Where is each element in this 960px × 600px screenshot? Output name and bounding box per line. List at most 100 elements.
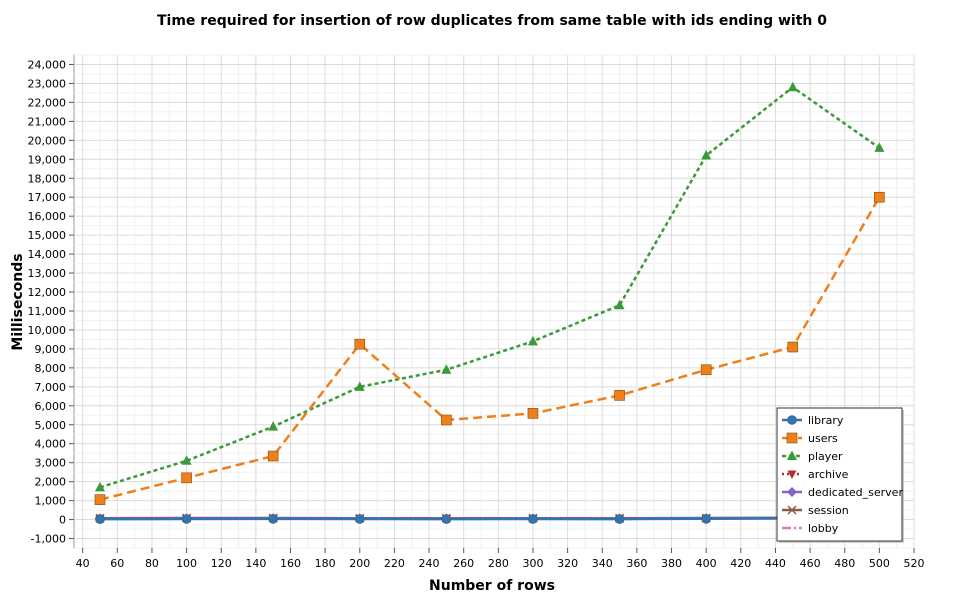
y-tick-label: 22,000	[28, 96, 67, 109]
y-tick-label: 3,000	[35, 457, 67, 470]
x-tick-label: 440	[765, 557, 786, 570]
series-line	[99, 516, 880, 521]
y-tick-label: 1,000	[35, 495, 67, 508]
x-tick-label: 240	[419, 557, 440, 570]
y-tick-label: 10,000	[28, 324, 67, 337]
legend-item-player: player	[782, 450, 843, 463]
data-point	[181, 472, 192, 484]
legend-item-library: library	[782, 414, 844, 427]
legend-marker	[787, 505, 797, 515]
data-point	[268, 421, 279, 431]
axes: 40 60 80 100 120 140 160 180 200 220 240 260 280 300 3…	[28, 58, 925, 570]
data-point	[181, 514, 192, 524]
legend-item-dedicated-server: dedicated_server	[782, 486, 903, 499]
y-tick-label: 23,000	[28, 77, 67, 90]
marker-stroke	[787, 505, 797, 515]
legend-label: lobby	[808, 522, 839, 535]
y-tick-label: 11,000	[28, 305, 67, 318]
data-point	[441, 364, 452, 374]
x-tick-label: 120	[211, 557, 232, 570]
chart-title: Time required for insertion of row dupli…	[157, 13, 827, 29]
y-tick-label: 16,000	[28, 210, 67, 223]
data-point	[441, 414, 452, 426]
legend-label: library	[808, 414, 844, 427]
data-point	[787, 341, 799, 353]
y-tick-label: 4,000	[35, 438, 67, 451]
x-tick-label: 400	[696, 557, 717, 570]
legend-marker	[787, 415, 797, 425]
data-point	[354, 381, 365, 391]
x-tick-label: 180	[315, 557, 336, 570]
y-tick-label: 9,000	[35, 343, 67, 356]
data-point	[268, 514, 278, 524]
legend-label: player	[808, 450, 843, 463]
data-point	[441, 514, 452, 524]
y-tick-label: 18,000	[28, 172, 67, 185]
y-tick-label: 19,000	[28, 153, 67, 166]
legend-marker	[787, 450, 797, 460]
legend-label: users	[808, 432, 838, 445]
y-tick-label: -1,000	[31, 533, 66, 546]
data-point	[701, 513, 711, 524]
series-player	[94, 81, 885, 492]
legend: library users player archive dedicated_serve…	[776, 407, 904, 543]
x-tick-label: 220	[384, 557, 405, 570]
data-point	[354, 338, 366, 350]
y-tick-label: 13,000	[28, 267, 67, 280]
x-tick-label: 500	[869, 557, 890, 570]
legend-marker	[787, 470, 797, 479]
data-point	[181, 455, 192, 465]
series-users	[94, 191, 885, 505]
data-point	[95, 514, 105, 524]
y-tick-label: 14,000	[28, 248, 67, 261]
y-tick-label: 0	[59, 514, 66, 527]
y-tick-label: 8,000	[35, 362, 67, 375]
data-point	[614, 299, 625, 310]
x-axis-title: Number of rows	[429, 578, 555, 594]
x-tick-label: 300	[522, 557, 543, 570]
x-tick-label: 520	[904, 557, 925, 570]
data-point	[354, 514, 365, 524]
legend-label: archive	[808, 468, 849, 481]
y-axis-title: Milliseconds	[10, 253, 26, 350]
x-tick-label: 460	[800, 557, 821, 570]
x-tick-label: 480	[834, 557, 855, 570]
x-tick-label: 360	[626, 557, 647, 570]
data-point	[94, 494, 106, 505]
x-tick-label: 380	[661, 557, 682, 570]
data-point	[701, 149, 712, 160]
y-tick-label: 7,000	[35, 381, 67, 394]
y-tick-label: 15,000	[28, 229, 67, 242]
series-line	[99, 196, 881, 501]
legend-item-lobby: lobby	[782, 522, 839, 535]
data-point	[94, 481, 105, 492]
legend-label: session	[808, 504, 849, 517]
x-tick-label: 320	[557, 557, 578, 570]
x-tick-label: 280	[488, 557, 509, 570]
y-tick-label: 21,000	[28, 115, 67, 128]
grid-lines	[74, 54, 915, 549]
data-point	[700, 364, 712, 376]
y-tick-label: 17,000	[28, 191, 67, 204]
legend-item-users: users	[782, 432, 838, 445]
legend-marker	[786, 432, 798, 444]
legend-label: dedicated_server	[808, 486, 903, 499]
data-point	[528, 514, 538, 524]
data-point	[527, 408, 539, 419]
x-tick-label: 140	[245, 557, 266, 570]
y-tick-label: 12,000	[28, 286, 67, 299]
x-tick-label: 160	[280, 557, 301, 570]
data-point	[527, 335, 538, 346]
x-tick-label: 40	[76, 557, 90, 570]
legend-item-archive: archive	[782, 468, 849, 481]
x-tick-label: 260	[453, 557, 474, 570]
x-tick-label: 60	[110, 557, 124, 570]
data-point	[787, 81, 798, 92]
data-point	[614, 390, 625, 401]
x-tick-label: 100	[176, 557, 197, 570]
y-tick-label: 2,000	[35, 476, 67, 489]
x-tick-label: 80	[145, 557, 159, 570]
y-tick-label: 24,000	[28, 58, 67, 71]
y-tick-label: 6,000	[35, 400, 67, 413]
